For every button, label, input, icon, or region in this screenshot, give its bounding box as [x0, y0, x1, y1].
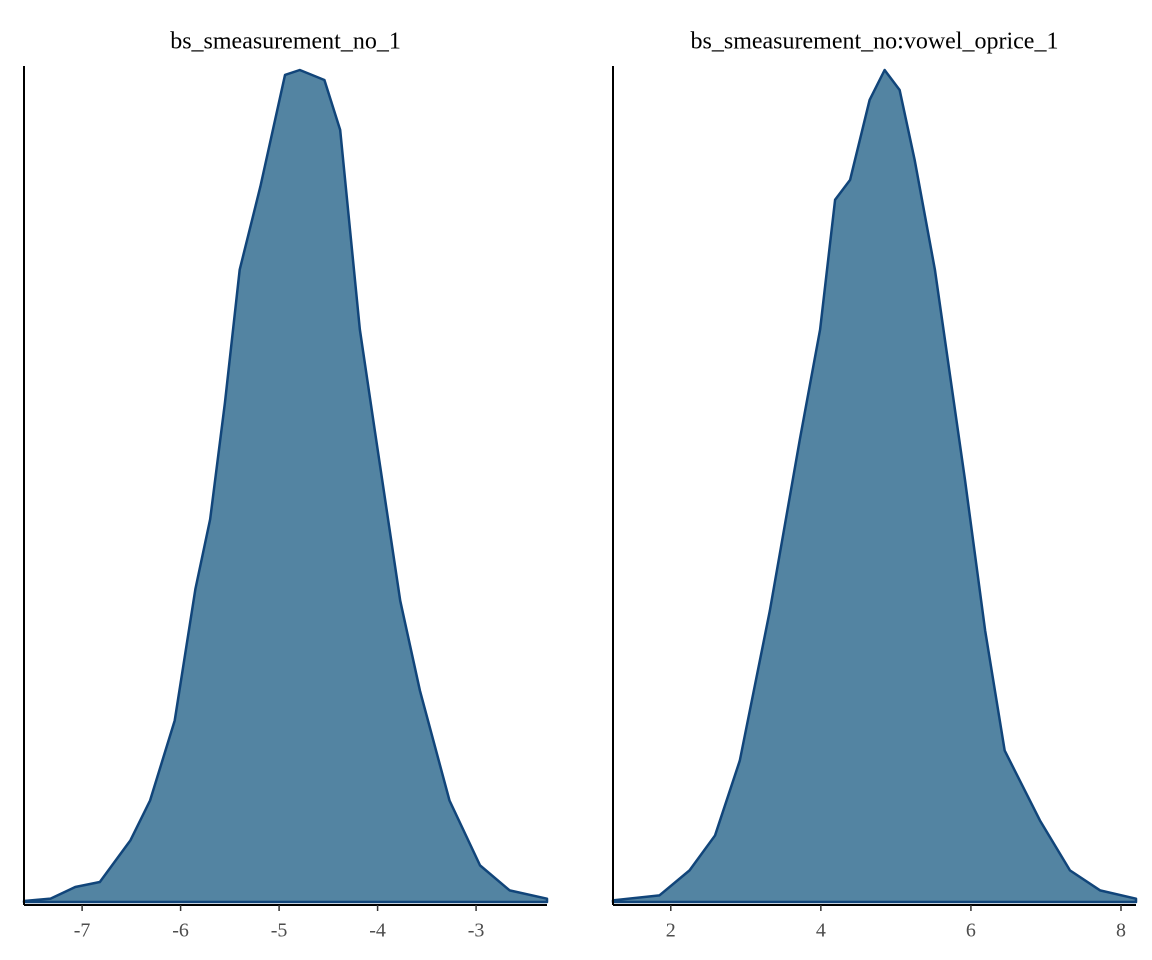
x-tick-label: -4: [369, 920, 386, 942]
x-tick-label: -6: [172, 920, 189, 942]
x-tick-label: -7: [74, 920, 91, 942]
panel-title: bs_smeasurement_no:vowel_oprice_1: [691, 29, 1059, 55]
x-tick-label: -5: [271, 920, 288, 942]
x-tick-label: -3: [468, 920, 485, 942]
density-area: [611, 68, 1138, 904]
x-tick-label: 8: [1116, 920, 1126, 942]
x-tick-label: 4: [816, 920, 826, 942]
density-area: [22, 68, 549, 904]
x-tick-label: 2: [666, 920, 676, 942]
x-tick-label: 6: [966, 920, 976, 942]
panel-title: bs_smeasurement_no_1: [170, 29, 401, 55]
